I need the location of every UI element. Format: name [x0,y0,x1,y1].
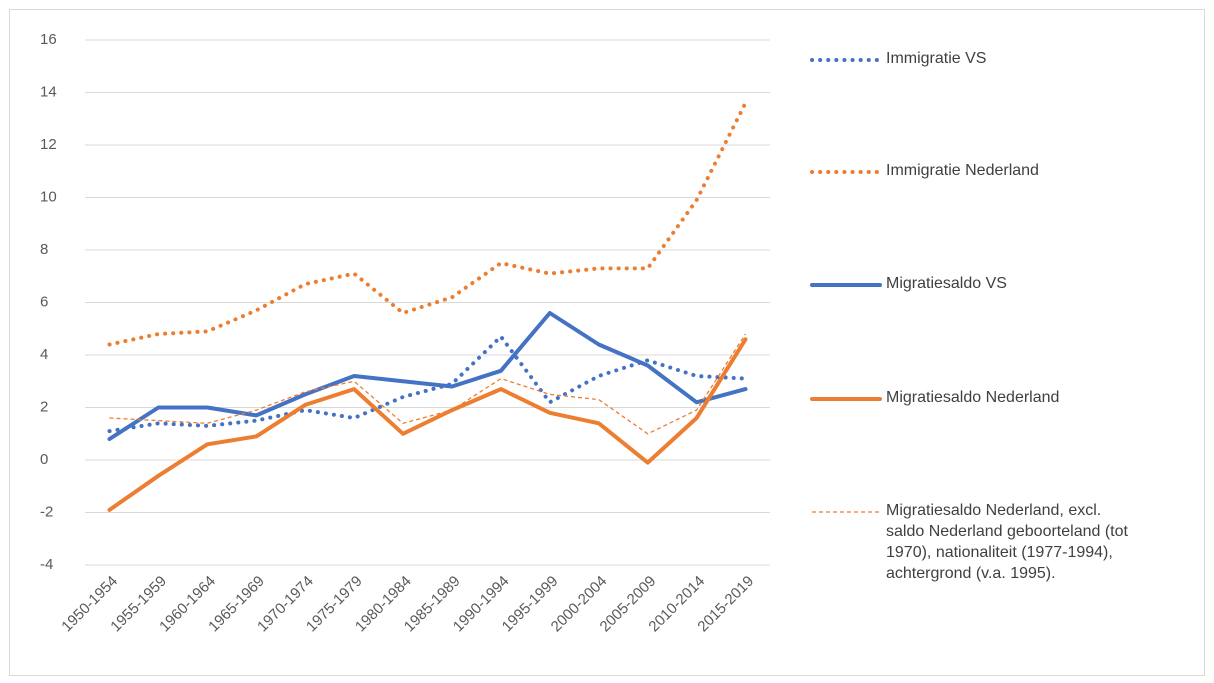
y-tick-label: 6 [40,293,48,310]
y-tick-label: 2 [40,398,48,415]
legend-label: Migratiesaldo VS [886,275,1007,292]
legend-swatch [810,58,882,62]
legend-label: Immigratie Nederland [886,162,1039,179]
y-tick-label: -4 [40,556,53,573]
legend-label: Migratiesaldo Nederland, excl. saldo Ned… [886,502,1128,582]
legend-label: Immigratie VS [886,50,987,67]
legend-swatch [810,397,882,401]
series-line [107,337,748,512]
legend-label: Migratiesaldo Nederland [886,389,1060,406]
legend-item: Migratiesaldo VS [810,275,1141,294]
y-tick-label: 10 [40,188,57,205]
series-line [107,311,748,441]
legend-item: Migratiesaldo Nederland, excl. saldo Ned… [810,502,1141,584]
legend-item: Immigratie Nederland [810,162,1141,181]
legend-swatch [812,511,880,513]
legend-item: Migratiesaldo Nederland [810,389,1141,408]
series-line [109,333,747,435]
legend-swatch [810,283,882,287]
series-line [107,101,748,347]
y-tick-label: 0 [40,451,48,468]
y-tick-label: 8 [40,241,48,258]
y-tick-label: -2 [40,503,53,520]
y-tick-label: 4 [40,346,48,363]
y-tick-label: 14 [40,83,57,100]
y-tick-label: 12 [40,136,57,153]
legend-swatch [810,170,882,174]
chart-border [9,9,1205,676]
y-tick-label: 16 [40,31,57,48]
legend-item: Immigratie VS [810,50,1141,69]
